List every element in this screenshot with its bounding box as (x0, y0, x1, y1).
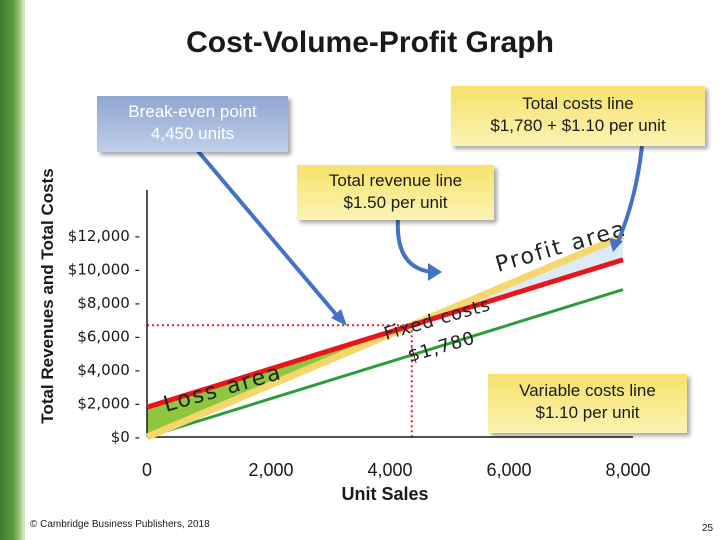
loss-area-label: Loss area (161, 360, 285, 418)
variable-cost-callout: Variable costs line $1.10 per unit (488, 374, 687, 433)
total-cost-callout: Total costs line $1,780 + $1.10 per unit (451, 86, 705, 146)
break-even-callout-line2: 4,450 units (150, 124, 235, 143)
total-cost-arrow (615, 145, 644, 245)
variable-cost-callout-line1: Variable costs line (519, 381, 656, 400)
chart-title: Cost-Volume-Profit Graph (186, 26, 554, 59)
total-cost-callout-line2: $1,780 + $1.10 per unit (490, 116, 666, 135)
x-tick-label: 0 (142, 460, 152, 480)
y-tick-label: $12,000 - (68, 227, 140, 245)
copyright-footer: © Cambridge Business Publishers, 2018 (30, 519, 210, 530)
variable-cost-line (146, 288, 624, 439)
x-axis-label: Unit Sales (341, 484, 429, 504)
y-tick-label: $10,000 - (68, 261, 140, 279)
y-tick-label: $4,000 - (77, 361, 140, 379)
total-revenue-callout-line2: $1.50 per unit (343, 193, 448, 212)
total-cost-callout-line1: Total costs line (522, 94, 634, 113)
y-tick-label: $6,000 - (77, 328, 140, 346)
variable-cost-callout-line2: $1.10 per unit (535, 403, 640, 422)
slide-side-line (22, 0, 25, 540)
slide-side-bar (0, 0, 22, 540)
y-tick-label: $0 - (111, 428, 140, 446)
break-even-arrow (195, 148, 341, 320)
page-number: 25 (702, 523, 714, 534)
callout-arrows (195, 145, 644, 326)
total-revenue-callout: Total revenue line $1.50 per unit (297, 165, 494, 220)
x-tick-label: 6,000 (486, 460, 531, 480)
break-even-callout: Break-even point 4,450 units (97, 96, 288, 152)
total-revenue-arrowhead (428, 263, 442, 281)
x-tick-label: 8,000 (605, 460, 650, 480)
x-tick-label: 4,000 (367, 460, 412, 480)
total-cost-line (146, 257, 624, 410)
break-even-arrowhead (331, 309, 347, 326)
total-cost-arrowhead (609, 238, 623, 252)
y-tick-label: $8,000 - (77, 294, 140, 312)
x-tick-label: 2,000 (248, 460, 293, 480)
y-tick-label: $2,000 - (77, 395, 140, 413)
total-revenue-arrow (395, 217, 433, 274)
total-revenue-line (145, 232, 625, 441)
total-revenue-callout-line1: Total revenue line (328, 171, 463, 190)
break-even-callout-line1: Break-even point (128, 102, 257, 121)
